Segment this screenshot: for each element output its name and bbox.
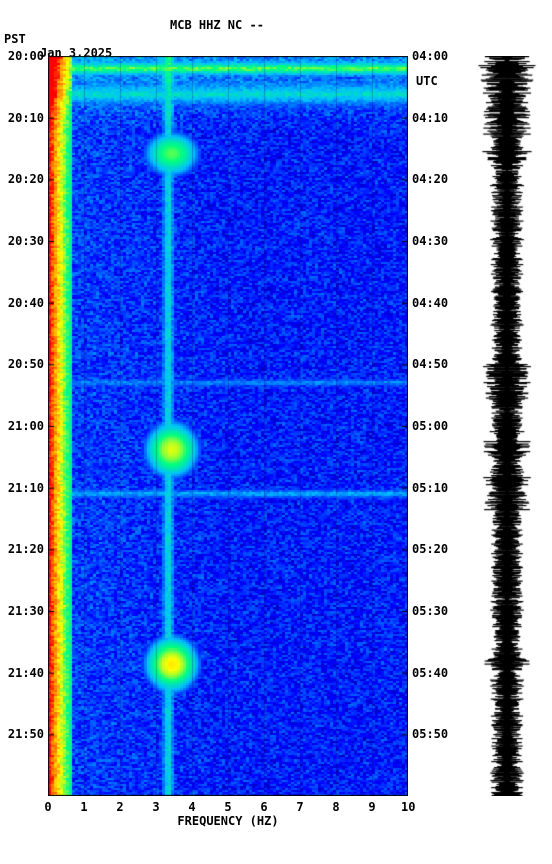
waveform-canvas <box>475 56 539 796</box>
xtick: 2 <box>113 800 127 814</box>
xtick: 7 <box>293 800 307 814</box>
xtick: 3 <box>149 800 163 814</box>
ytick-left: 21:50 <box>4 727 44 741</box>
xtick: 5 <box>221 800 235 814</box>
ytick-right: 05:40 <box>412 666 452 680</box>
ytick-left: 21:30 <box>4 604 44 618</box>
ytick-left: 20:10 <box>4 111 44 125</box>
ytick-left: 21:00 <box>4 419 44 433</box>
ytick-left: 21:10 <box>4 481 44 495</box>
ytick-right: 04:20 <box>412 172 452 186</box>
spectrogram-canvas <box>48 56 408 796</box>
xtick: 8 <box>329 800 343 814</box>
spectrogram-plot <box>48 56 408 796</box>
x-axis-label: FREQUENCY (HZ) <box>48 814 408 828</box>
ytick-right: 05:20 <box>412 542 452 556</box>
ytick-left: 21:40 <box>4 666 44 680</box>
ytick-right: 04:00 <box>412 49 452 63</box>
ytick-right: 05:10 <box>412 481 452 495</box>
ytick-left: 21:20 <box>4 542 44 556</box>
ytick-right: 05:30 <box>412 604 452 618</box>
xtick: 9 <box>365 800 379 814</box>
ytick-left: 20:00 <box>4 49 44 63</box>
xtick: 4 <box>185 800 199 814</box>
ytick-right: 04:50 <box>412 357 452 371</box>
ytick-left: 20:40 <box>4 296 44 310</box>
tz-right-label: UTC <box>416 74 438 88</box>
xtick: 1 <box>77 800 91 814</box>
xtick: 6 <box>257 800 271 814</box>
tz-left-label: PST <box>4 32 26 46</box>
ytick-left: 20:20 <box>4 172 44 186</box>
ytick-right: 04:30 <box>412 234 452 248</box>
ytick-left: 20:50 <box>4 357 44 371</box>
xtick: 10 <box>401 800 415 814</box>
ytick-left: 20:30 <box>4 234 44 248</box>
ytick-right: 04:40 <box>412 296 452 310</box>
ytick-right: 05:00 <box>412 419 452 433</box>
ytick-right: 04:10 <box>412 111 452 125</box>
ytick-right: 05:50 <box>412 727 452 741</box>
xtick: 0 <box>41 800 55 814</box>
